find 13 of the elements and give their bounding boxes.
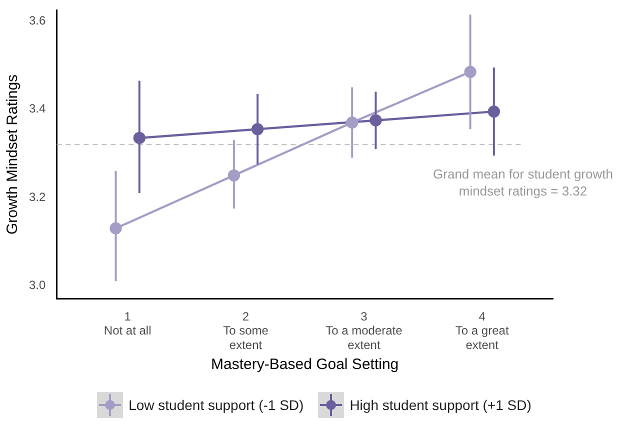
x-tick-label: 4 To a great extent — [455, 309, 510, 352]
legend-label: High student support (+1 SD) — [350, 397, 532, 413]
y-tick-label: 3.4 — [28, 102, 46, 116]
y-tick-label: 3.0 — [28, 278, 46, 292]
x-tick-label: 3 To a moderate extent — [326, 309, 403, 352]
y-tick-label: 3.2 — [28, 190, 46, 204]
x-axis-title: Mastery-Based Goal Setting — [211, 356, 399, 374]
y-tick-label: 3.6 — [28, 14, 46, 28]
legend-label: Low student support (-1 SD) — [128, 397, 304, 413]
x-tick-label: 2 To some extent — [223, 309, 269, 352]
y-axis-title: Growth Mindset Ratings — [4, 74, 22, 235]
x-tick-label: 1 Not at all — [104, 309, 152, 338]
ref-line-label: Grand mean for student growth mindset ratings = 3.32 — [433, 166, 613, 199]
